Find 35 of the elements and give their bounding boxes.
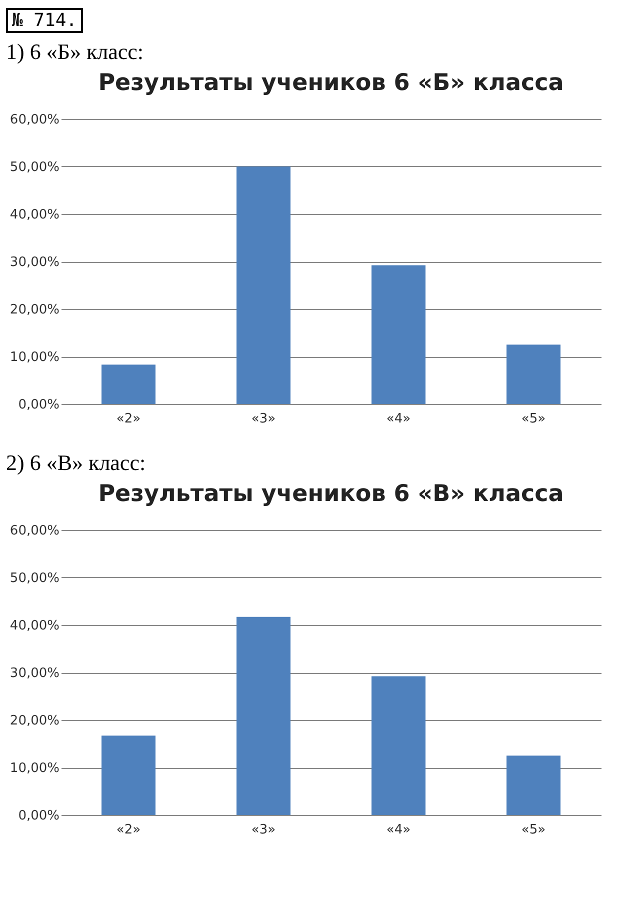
text: № 714. <box>6 8 84 33</box>
bar <box>372 676 426 815</box>
y-tick-label: 10,00% <box>10 761 60 776</box>
y-tick-label: 0,00% <box>18 398 60 412</box>
chart-title: Результаты учеников 6 «Б» класса <box>98 70 564 96</box>
y-tick-label: 10,00% <box>10 350 60 365</box>
bar <box>236 166 290 404</box>
x-tick-label: «3» <box>251 822 276 838</box>
chart-title: Результаты учеников 6 «В» класса <box>98 481 564 507</box>
bar <box>102 364 156 404</box>
y-tick-label: 60,00% <box>10 112 60 128</box>
y-tick-label: 30,00% <box>10 255 60 270</box>
text: 1) 6 «Б» класс: <box>6 39 145 65</box>
y-tick-label: 40,00% <box>10 208 60 222</box>
y-tick-label: 0,00% <box>18 808 60 824</box>
y-tick-label: 20,00% <box>10 302 60 318</box>
y-tick-label: 30,00% <box>10 666 60 681</box>
x-tick-label: «5» <box>521 822 546 838</box>
x-tick-label: «2» <box>116 822 141 838</box>
bar <box>372 265 426 404</box>
y-tick-label: 50,00% <box>10 160 60 175</box>
bar <box>506 756 560 815</box>
y-tick-label: 20,00% <box>10 714 60 728</box>
bar <box>236 616 290 815</box>
y-tick-label: 50,00% <box>10 571 60 586</box>
text: 2) 6 «В» класс: <box>6 450 147 476</box>
x-tick-label: «3» <box>251 412 276 426</box>
bar <box>506 344 560 404</box>
y-tick-label: 40,00% <box>10 618 60 634</box>
x-tick-label: «2» <box>116 412 141 426</box>
x-tick-label: «4» <box>386 822 411 838</box>
y-tick-label: 60,00% <box>10 524 60 538</box>
x-tick-label: «4» <box>386 412 411 426</box>
bar <box>102 736 156 815</box>
x-tick-label: «5» <box>521 412 546 426</box>
